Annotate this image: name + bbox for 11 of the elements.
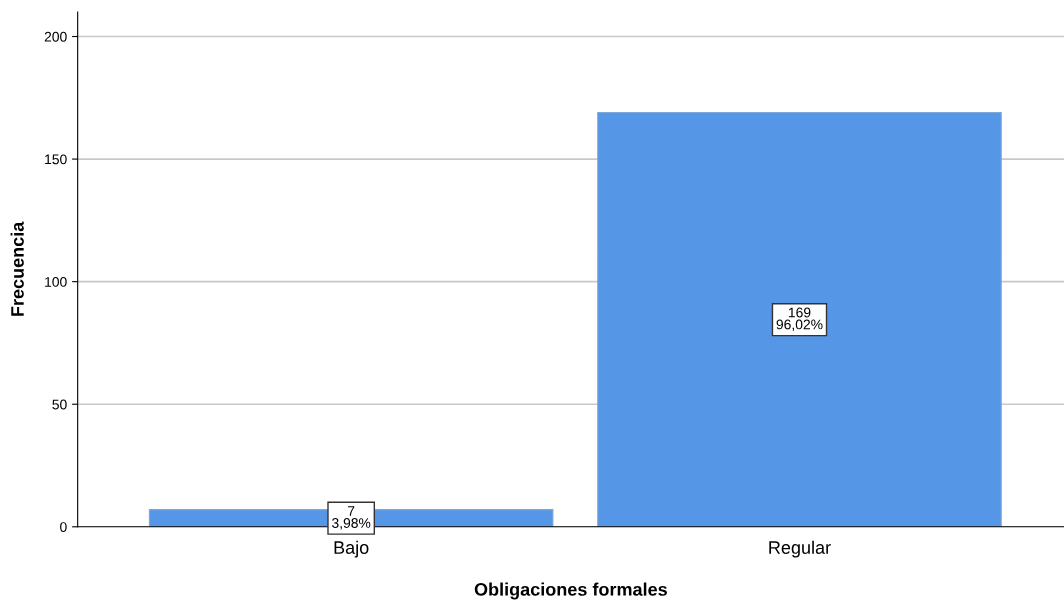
- x-tick-label: Bajo: [334, 540, 369, 558]
- y-tick-label: 200: [44, 31, 67, 42]
- y-tick-label: 50: [52, 399, 67, 410]
- data-label: 169 96,02%: [776, 307, 823, 331]
- y-tick-label: 0: [60, 522, 67, 532]
- y-tick-label: 150: [45, 154, 67, 165]
- x-axis-title: Obligaciones formales: [474, 582, 667, 600]
- y-tick-label: 100: [45, 276, 67, 287]
- data-label: 7 3,98%: [331, 506, 371, 530]
- x-tick-label: Regular: [769, 540, 831, 558]
- y-axis-title: Frecuencia: [10, 221, 24, 316]
